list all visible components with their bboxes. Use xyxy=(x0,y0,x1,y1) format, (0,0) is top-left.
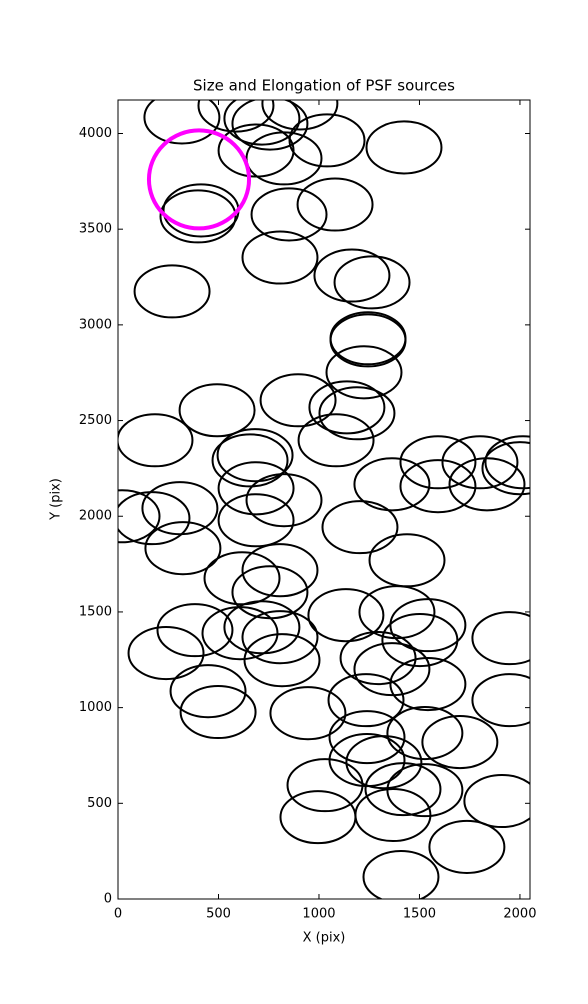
psf-ellipse xyxy=(329,311,407,366)
y-tick-label: 0 xyxy=(104,892,112,907)
psf-ellipse xyxy=(296,177,374,232)
psf-ellipse xyxy=(339,631,417,686)
psf-ellipse xyxy=(386,706,464,761)
psf-ellipse xyxy=(381,613,459,668)
psf-ellipse xyxy=(328,733,406,788)
psf-ellipse xyxy=(471,673,530,728)
x-tick-label: 0 xyxy=(114,907,122,922)
psf-ellipse xyxy=(333,255,411,310)
x-tick-label: 500 xyxy=(206,907,231,922)
y-axis-label: Y (pix) xyxy=(49,478,64,521)
psf-ellipse xyxy=(358,585,436,640)
psf-ellipse xyxy=(321,500,399,555)
y-tick-label: 500 xyxy=(87,796,112,811)
psf-ellipse xyxy=(241,230,319,285)
psf-ellipse xyxy=(144,521,222,576)
psf-ellipse xyxy=(241,543,319,598)
psf-ellipse xyxy=(217,461,295,516)
psf-ellipse xyxy=(178,383,256,438)
psf-ellipse xyxy=(481,441,530,496)
psf-ellipse xyxy=(118,489,161,544)
psf-ellipse xyxy=(297,413,375,468)
psf-ellipse xyxy=(279,790,357,845)
y-tick-label: 1500 xyxy=(79,604,112,619)
plot-area xyxy=(118,100,530,899)
psf-ellipse xyxy=(118,413,194,468)
chart-title: Size and Elongation of PSF sources xyxy=(193,77,455,95)
y-tick-label: 2000 xyxy=(79,509,112,524)
psf-ellipse xyxy=(241,610,319,665)
psf-ellipse xyxy=(325,345,403,400)
psf-ellipse xyxy=(484,435,530,490)
psf-ellipse xyxy=(259,373,337,428)
psf-ellipse xyxy=(441,435,519,490)
psf-ellipse xyxy=(169,664,247,719)
psf-ellipse xyxy=(448,457,526,512)
psf-ellipse xyxy=(118,491,191,546)
psf-ellipse xyxy=(201,606,279,661)
psf-ellipse xyxy=(428,819,506,874)
psf-ellipse xyxy=(365,120,443,175)
psf-ellipse xyxy=(313,248,391,303)
psf-ellipse xyxy=(245,473,323,528)
psf-ellipse xyxy=(179,684,257,740)
psf-ellipse xyxy=(216,428,294,483)
psf-ellipse xyxy=(354,787,432,843)
x-axis-label: X (pix) xyxy=(303,931,346,946)
psf-ellipse xyxy=(217,493,295,548)
psf-ellipse xyxy=(286,758,364,813)
x-tick-label: 1000 xyxy=(302,907,335,922)
x-tick-label: 1500 xyxy=(403,907,436,922)
psf-ellipse xyxy=(141,481,219,536)
plot-frame xyxy=(117,99,531,900)
y-tick-label: 3000 xyxy=(79,317,112,332)
psf-ellipse xyxy=(211,433,289,488)
psf-ellipse xyxy=(318,386,396,441)
psf-ellipse xyxy=(345,735,423,790)
psf-ellipse xyxy=(389,657,467,712)
psf-ellipse xyxy=(159,189,237,244)
psf-ellipse xyxy=(231,100,309,151)
psf-ellipse xyxy=(329,313,407,368)
psf-ellipse xyxy=(471,611,530,666)
psf-ellipse xyxy=(243,633,321,688)
psf-ellipse xyxy=(250,187,328,242)
psf-ellipse xyxy=(353,457,431,512)
psf-ellipse xyxy=(421,715,499,770)
psf-ellipse xyxy=(143,100,221,145)
y-tick-label: 2500 xyxy=(79,413,112,428)
psf-ellipse xyxy=(127,626,205,681)
psf-ellipse xyxy=(307,588,385,643)
psf-ellipse xyxy=(399,459,477,514)
y-tick-label: 4000 xyxy=(79,126,112,141)
psf-ellipse xyxy=(133,264,211,319)
psf-ellipse xyxy=(231,565,309,620)
y-tick-label: 1000 xyxy=(79,700,112,715)
psf-ellipse xyxy=(308,380,386,435)
y-tick-label: 3500 xyxy=(79,222,112,237)
psf-ellipse xyxy=(269,686,347,741)
psf-ellipse xyxy=(203,551,281,606)
psf-ellipse xyxy=(328,710,406,765)
psf-ellipse xyxy=(197,100,275,133)
psf-ellipse xyxy=(223,600,301,655)
psf-ellipse xyxy=(353,642,431,697)
psf-ellipse xyxy=(156,603,234,658)
psf-ellipse xyxy=(368,533,446,588)
psf-ellipse xyxy=(362,849,440,899)
psf-ellipse xyxy=(146,128,252,231)
psf-ellipse xyxy=(399,435,477,490)
psf-ellipse xyxy=(364,762,442,817)
psf-ellipse xyxy=(223,100,301,146)
psf-ellipse xyxy=(463,773,530,829)
x-tick-label: 2000 xyxy=(503,907,536,922)
psf-ellipse xyxy=(261,100,339,131)
psf-ellipse xyxy=(327,673,405,728)
